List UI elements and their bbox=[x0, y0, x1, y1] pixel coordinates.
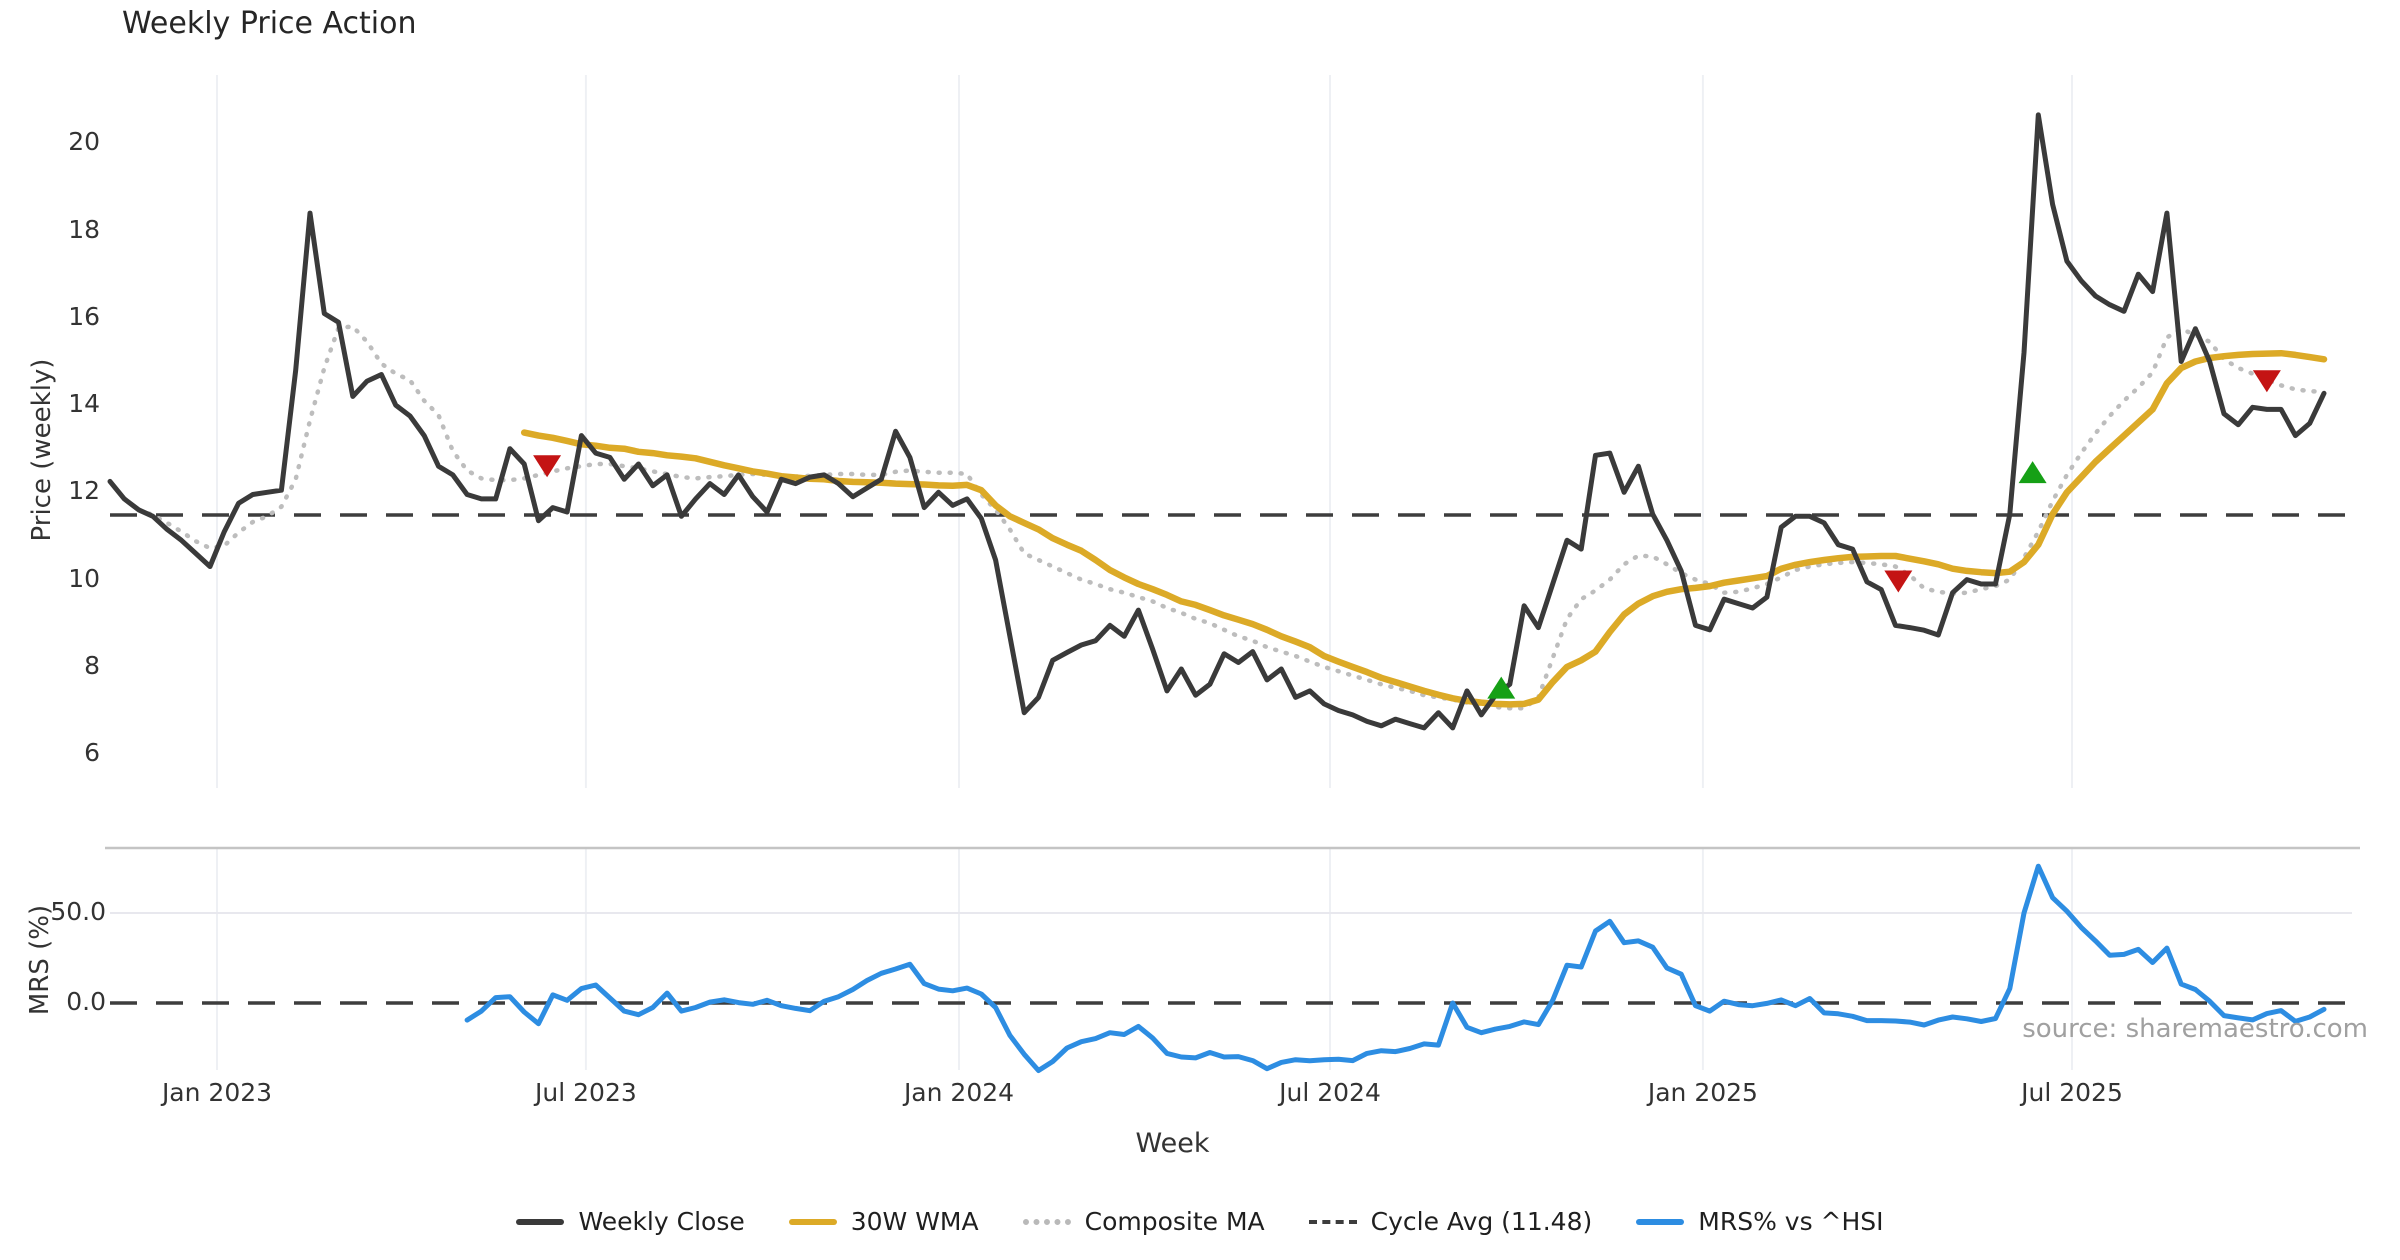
mrs-line bbox=[464, 863, 2327, 1073]
price-axis-label: Price (weekly) bbox=[27, 358, 57, 542]
legend-label: Composite MA bbox=[1084, 1207, 1265, 1236]
legend-item-mrs: MRS% vs ^HSI bbox=[1636, 1207, 1884, 1236]
x-tick-label: Jul 2023 bbox=[535, 1078, 637, 1107]
legend-label: Cycle Avg (11.48) bbox=[1370, 1207, 1593, 1236]
price-tick-label: 12 bbox=[68, 476, 100, 506]
x-tick-label: Jan 2025 bbox=[1647, 1078, 1758, 1107]
chart-title: Weekly Price Action bbox=[122, 6, 417, 41]
legend-item-composite-ma: Composite MA bbox=[1022, 1207, 1265, 1236]
mrs-tick-label: 50.0 bbox=[50, 897, 106, 926]
legend: Weekly Close 30W WMA Composite MA Cycle … bbox=[0, 1207, 2400, 1236]
sell-marker bbox=[533, 455, 562, 478]
source-watermark: source: sharemaestro.com bbox=[2022, 1014, 2368, 1044]
composite-ma-line bbox=[136, 324, 2327, 711]
legend-label: Weekly Close bbox=[578, 1207, 745, 1236]
x-tick-label: Jan 2024 bbox=[903, 1078, 1015, 1107]
legend-item-weekly-close: Weekly Close bbox=[516, 1207, 745, 1236]
weekly-close-line bbox=[107, 112, 2327, 731]
price-tick-label: 18 bbox=[68, 214, 100, 244]
x-axis-label: Week bbox=[1135, 1128, 1210, 1159]
x-tick-label: Jul 2025 bbox=[2021, 1078, 2123, 1107]
weekly-close-line-swatch bbox=[516, 1218, 565, 1225]
sell-marker bbox=[1884, 570, 1913, 593]
price-tick-label: 6 bbox=[84, 738, 100, 768]
wma-line bbox=[520, 349, 2328, 708]
price-tick-label: 10 bbox=[68, 563, 100, 593]
price-tick-label: 8 bbox=[84, 650, 100, 680]
sell-marker bbox=[2252, 370, 2281, 393]
legend-label: 30W WMA bbox=[850, 1207, 979, 1236]
legend-item-30w-wma: 30W WMA bbox=[788, 1207, 979, 1236]
price-tick-label: 14 bbox=[68, 389, 100, 419]
legend-item-cycle-avg: Cycle Avg (11.48) bbox=[1308, 1207, 1593, 1236]
mrs-line-swatch bbox=[1636, 1218, 1685, 1225]
price-tick-label: 16 bbox=[68, 301, 100, 331]
x-tick-label: Jan 2023 bbox=[161, 1078, 273, 1107]
legend-label: MRS% vs ^HSI bbox=[1698, 1207, 1884, 1236]
buy-marker bbox=[1487, 676, 1516, 699]
buy-marker bbox=[2018, 461, 2047, 484]
x-tick-label: Jul 2024 bbox=[1279, 1078, 1381, 1107]
wma-line-swatch bbox=[788, 1218, 837, 1225]
price-tick-label: 20 bbox=[68, 127, 100, 157]
mrs-tick-label: 0.0 bbox=[66, 987, 106, 1016]
composite-ma-line-swatch bbox=[1022, 1218, 1071, 1225]
cycle-avg-line-swatch bbox=[1308, 1219, 1357, 1224]
